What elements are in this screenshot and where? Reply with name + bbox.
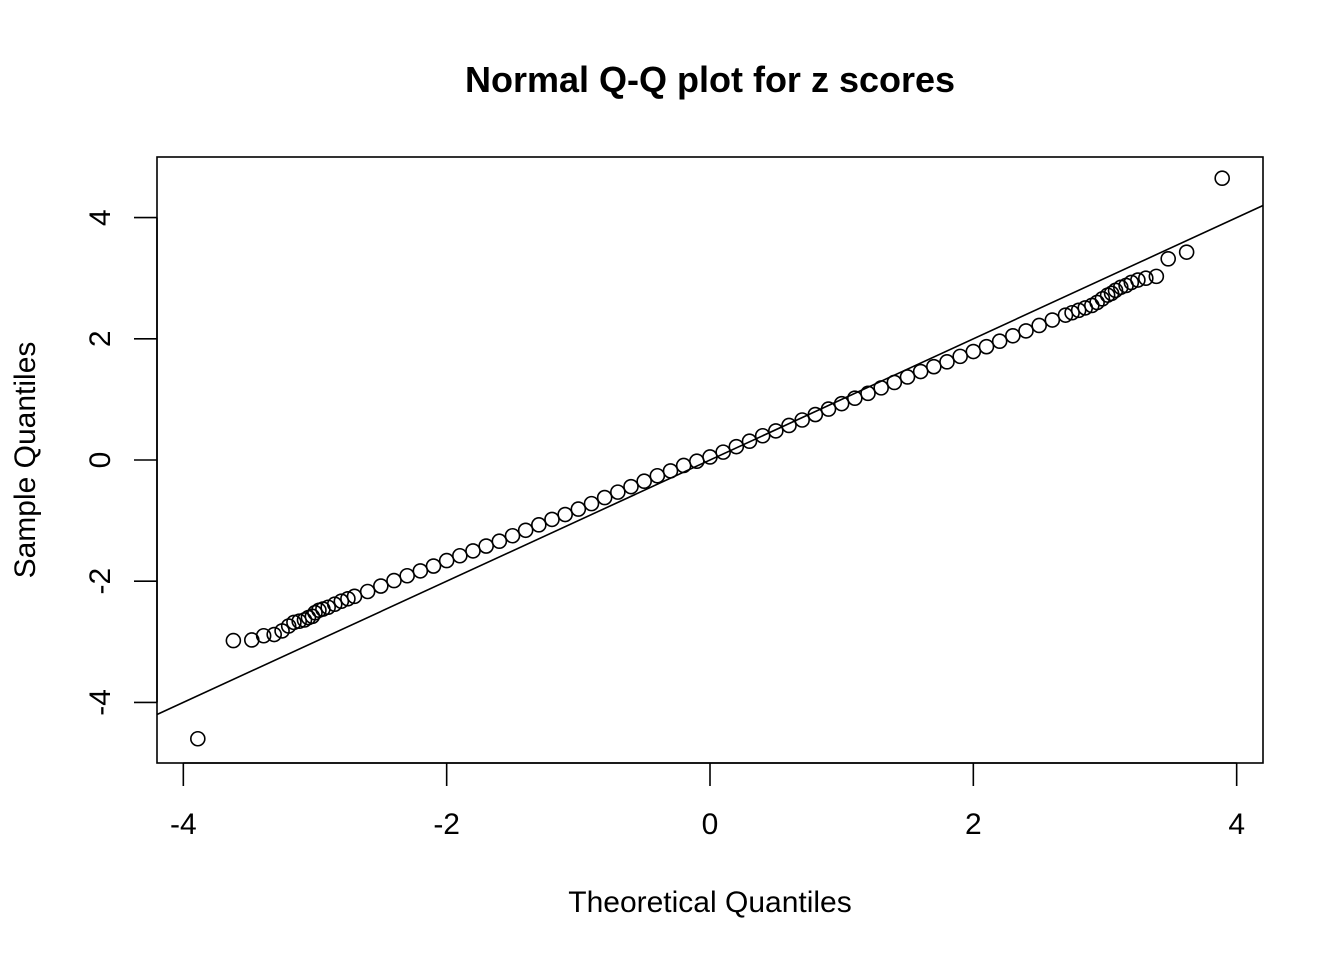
data-point xyxy=(1130,272,1146,288)
data-point xyxy=(1057,307,1074,323)
data-point xyxy=(596,489,613,506)
data-point xyxy=(373,578,389,594)
data-point xyxy=(781,417,797,434)
data-point xyxy=(873,380,889,396)
data-point xyxy=(412,563,429,579)
data-point xyxy=(333,593,350,609)
data-point xyxy=(1160,251,1176,267)
y-tick-label: -2 xyxy=(84,568,117,595)
data-point xyxy=(860,385,876,402)
data-point xyxy=(912,363,929,380)
data-point xyxy=(1138,270,1154,287)
data-point xyxy=(557,506,573,523)
data-point xyxy=(190,730,206,747)
data-point xyxy=(794,412,810,428)
x-tick-label: 4 xyxy=(1228,808,1245,841)
data-point xyxy=(978,338,995,355)
data-point xyxy=(1005,327,1021,344)
data-point xyxy=(1031,317,1047,334)
data-point xyxy=(649,467,666,484)
data-point xyxy=(820,401,837,417)
data-point xyxy=(965,343,982,360)
y-tick-label: 4 xyxy=(84,209,117,226)
data-point xyxy=(1018,323,1034,339)
y-tick-label: 2 xyxy=(84,330,117,347)
data-point xyxy=(939,354,955,370)
data-point xyxy=(478,538,494,554)
y-axis-title: Sample Quantiles xyxy=(9,342,42,579)
data-point xyxy=(1070,302,1087,319)
data-point xyxy=(255,627,272,644)
data-point xyxy=(465,543,481,559)
data-point xyxy=(623,478,639,495)
data-point xyxy=(346,588,363,605)
data-point xyxy=(662,463,679,479)
data-point xyxy=(899,369,916,385)
data-point xyxy=(225,632,242,649)
data-point xyxy=(610,484,626,500)
data-point xyxy=(702,449,718,465)
data-point xyxy=(286,614,302,631)
data-point xyxy=(1064,304,1080,321)
data-point xyxy=(1044,312,1061,328)
data-point xyxy=(768,423,784,439)
data-point xyxy=(266,626,282,643)
data-point xyxy=(1123,274,1140,291)
data-point xyxy=(952,348,968,365)
data-point xyxy=(399,567,415,584)
data-point xyxy=(307,604,323,621)
y-tick-label: 0 xyxy=(84,452,117,469)
data-point xyxy=(926,358,942,375)
data-point xyxy=(636,473,652,490)
plot-area xyxy=(156,170,1264,747)
data-point xyxy=(847,390,863,406)
data-point xyxy=(886,374,903,391)
data-point xyxy=(491,533,508,550)
x-tick-label: 2 xyxy=(965,808,982,841)
data-point xyxy=(1214,170,1230,187)
x-tick-label: -4 xyxy=(170,808,197,841)
data-point xyxy=(386,572,402,589)
data-point xyxy=(715,444,731,460)
data-point xyxy=(504,527,521,544)
x-tick-label: -2 xyxy=(433,808,460,841)
data-point xyxy=(754,427,771,444)
data-point xyxy=(741,433,758,450)
data-point xyxy=(570,501,587,517)
data-point xyxy=(544,511,560,528)
data-point xyxy=(340,590,356,607)
chart-title: Normal Q-Q plot for z scores xyxy=(465,59,955,100)
data-point xyxy=(438,552,455,569)
data-point xyxy=(728,438,745,455)
y-tick-label: -4 xyxy=(84,689,117,716)
data-points xyxy=(190,170,1230,747)
data-point xyxy=(296,612,313,628)
reference-line xyxy=(156,204,1264,716)
data-point xyxy=(517,522,534,539)
data-point xyxy=(359,583,376,600)
data-point xyxy=(583,495,600,512)
data-point xyxy=(1178,244,1195,260)
data-point xyxy=(807,406,824,423)
data-point xyxy=(531,517,547,533)
data-point xyxy=(833,395,850,412)
data-point xyxy=(675,457,692,474)
data-point xyxy=(991,333,1008,350)
x-axis-title: Theoretical Quantiles xyxy=(568,886,851,919)
data-point xyxy=(452,547,468,564)
x-axis: -4 -2 0 2 4 xyxy=(170,762,1245,841)
y-axis: -4 -2 0 2 4 xyxy=(84,209,158,716)
x-tick-label: 0 xyxy=(702,808,719,841)
data-point xyxy=(291,613,308,629)
data-point xyxy=(425,558,442,574)
data-point xyxy=(1148,268,1165,285)
